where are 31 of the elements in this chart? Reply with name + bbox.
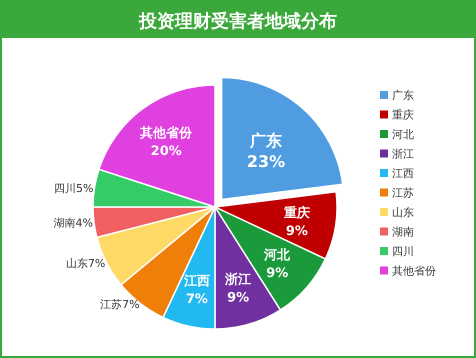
legend-label: 重庆	[392, 108, 414, 122]
legend-label: 江西	[392, 167, 414, 180]
data-label: 23%	[246, 152, 286, 172]
legend-label: 湖南	[392, 226, 414, 238]
legend-label: 广东	[392, 89, 414, 102]
slice-label: 河北	[263, 248, 292, 263]
legend-label: 浙江	[392, 148, 414, 160]
slice-label: 浙江	[224, 272, 252, 288]
slice-label: 广东	[248, 131, 282, 150]
data-label: 7%	[186, 292, 208, 307]
chart-title: 投资理财受害者地域分布	[138, 11, 337, 32]
legend-label: 江苏	[392, 186, 414, 200]
slice-label: 江苏	[100, 298, 122, 312]
data-label: 9%	[286, 224, 308, 239]
data-label: 7%	[122, 298, 140, 312]
slice-label: 山东	[66, 256, 88, 270]
slice-label: 湖南	[54, 216, 76, 230]
data-label: 5%	[76, 182, 94, 195]
data-label: 9%	[266, 266, 288, 281]
slice-label: 江西	[182, 274, 210, 289]
legend-label: 山东	[392, 206, 414, 219]
slice-label: 其他省份	[139, 126, 194, 141]
data-label: 4%	[76, 216, 93, 230]
data-label: 9%	[227, 290, 250, 306]
data-label: 20%	[150, 144, 182, 159]
slice-label: 重庆	[282, 204, 310, 221]
legend-label: 河北	[392, 128, 414, 141]
slice-label: 四川	[54, 182, 76, 195]
legend-label: 其他省份	[392, 264, 436, 278]
legend-label: 四川	[392, 245, 414, 258]
data-label: 7%	[88, 256, 106, 270]
